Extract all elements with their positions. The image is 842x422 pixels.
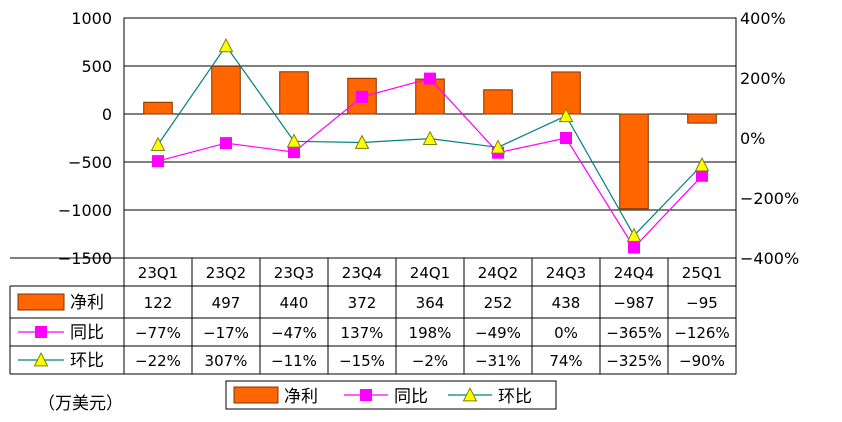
table-cell: 74% [549, 352, 582, 370]
bar-net-profit [143, 101, 173, 115]
qoq-point [694, 157, 710, 172]
table-cell: 372 [348, 294, 377, 312]
table-cell: −47% [271, 324, 317, 342]
bar-net-profit [483, 89, 513, 115]
x-tick-label: 24Q4 [614, 264, 654, 282]
table-cell: 198% [409, 324, 452, 342]
qoq-point [626, 227, 642, 242]
legend-key-marker [360, 389, 372, 401]
legend-box [225, 380, 557, 410]
yoy-point [356, 90, 368, 103]
qoq-point [150, 136, 166, 151]
table-cell: −49% [475, 324, 521, 342]
table-cell: 252 [484, 294, 513, 312]
legend-label: 同比 [394, 387, 428, 407]
y-tick-label: 1000 [71, 9, 112, 28]
table-cell: −11% [271, 352, 317, 370]
bar-net-profit [687, 113, 717, 124]
table-series-name: 同比 [70, 323, 104, 343]
y-tick-label: 500 [81, 57, 112, 76]
y2-tick-label: 200% [740, 69, 786, 88]
data-table: 23Q1 23Q2 23Q3 23Q4 24Q1 24Q2 24Q3 24Q4 25Q1 净利 12… [9, 257, 737, 375]
table-cell: −90% [679, 352, 725, 370]
table-cell: 440 [280, 294, 309, 312]
x-tick-label: 24Q1 [410, 264, 450, 282]
qoq-point [422, 130, 438, 145]
x-tick-label: 23Q1 [138, 264, 178, 282]
y-tick-label: 0 [102, 105, 112, 124]
y-tick-label: −1000 [58, 201, 112, 220]
x-tick-label: 25Q1 [682, 264, 722, 282]
table-key-bar [17, 293, 65, 311]
table-cell: −77% [135, 324, 181, 342]
net-profit-bars [143, 65, 717, 210]
table-cell: 497 [212, 294, 241, 312]
table-cell: 122 [144, 294, 173, 312]
qoq-point [218, 37, 234, 53]
table-cell: −95 [686, 294, 718, 312]
x-tick-label: 24Q2 [478, 264, 518, 282]
table-cell: −31% [475, 352, 521, 370]
y2-tick-label: 0% [740, 129, 765, 148]
table-series-name: 环比 [70, 351, 104, 371]
x-tick-label: 23Q4 [342, 264, 382, 282]
table-cell: 307% [205, 352, 248, 370]
qoq-point [286, 133, 302, 148]
legend-key-bar [233, 386, 279, 404]
yoy-point [424, 72, 436, 85]
yoy-point [628, 241, 640, 254]
table-cell: −126% [674, 324, 729, 342]
legend-label: 净利 [284, 387, 318, 407]
table-cell: −365% [606, 324, 661, 342]
x-tick-label: 23Q3 [274, 264, 314, 282]
table-cell: −15% [339, 352, 385, 370]
yoy-point [220, 137, 232, 150]
table-cell: −987 [613, 294, 654, 312]
legend-label: 环比 [498, 387, 532, 407]
table-cell: 137% [341, 324, 384, 342]
table-cell: 438 [552, 294, 581, 312]
unit-note: （万美元） [38, 394, 123, 414]
legend: 净利 同比 环比 [225, 380, 557, 410]
table-cell: 0% [554, 324, 578, 342]
yoy-point [152, 155, 164, 168]
yoy-point [696, 169, 708, 182]
y-tick-label: −500 [68, 153, 112, 172]
y2-tick-label: 400% [740, 9, 786, 28]
table-cell: −2% [412, 352, 448, 370]
bar-net-profit [279, 71, 309, 115]
qoq-point [354, 134, 370, 149]
table-key-marker [33, 352, 49, 367]
table-cell: −325% [606, 352, 661, 370]
yoy-point [560, 132, 572, 144]
qoq-point [558, 107, 574, 123]
bar-net-profit [551, 71, 581, 115]
y2-tick-label: −400% [740, 249, 799, 268]
qoq-point [490, 139, 506, 154]
bar-net-profit [619, 113, 649, 210]
bar-net-profit [211, 65, 241, 115]
legend-key-marker [462, 387, 478, 402]
table-cell: −17% [203, 324, 249, 342]
y2-tick-label: −200% [740, 189, 799, 208]
table-cell: −22% [135, 352, 181, 370]
table-key-marker [35, 326, 47, 338]
x-tick-label: 23Q2 [206, 264, 246, 282]
yoy-point [288, 146, 300, 159]
table-cell: 364 [416, 294, 445, 312]
table-series-name: 净利 [70, 293, 104, 313]
x-tick-label: 24Q3 [546, 264, 586, 282]
ratio-lines [150, 37, 710, 254]
